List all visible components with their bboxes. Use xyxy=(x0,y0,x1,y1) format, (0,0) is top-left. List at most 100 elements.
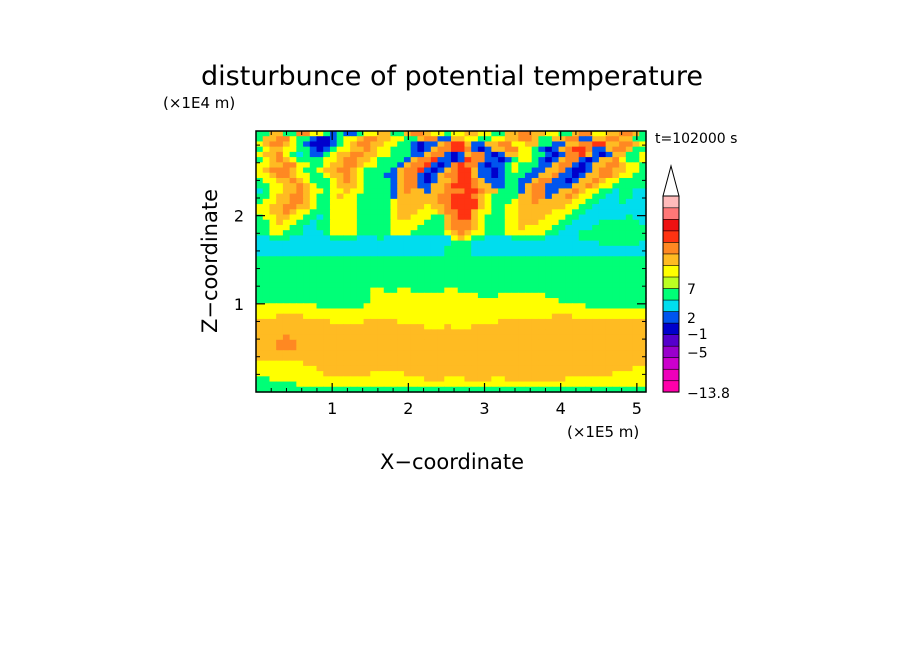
field-cell xyxy=(403,131,412,137)
field-cell xyxy=(578,219,587,226)
field-cell xyxy=(289,324,297,330)
field-cell xyxy=(424,204,432,210)
field-cell xyxy=(491,282,499,289)
field-cell xyxy=(572,162,580,169)
field-cell xyxy=(457,209,466,216)
field-cell xyxy=(323,365,331,372)
field-cell xyxy=(598,209,607,216)
field-cell xyxy=(504,167,513,174)
field-cell xyxy=(377,371,385,377)
field-cell xyxy=(592,256,600,263)
field-cell xyxy=(262,245,271,252)
field-cell xyxy=(612,167,620,174)
field-cell xyxy=(289,303,297,310)
field-cell xyxy=(390,131,398,137)
field-cell xyxy=(518,198,526,205)
field-cell xyxy=(592,386,600,393)
field-cell xyxy=(329,230,338,236)
field-cell xyxy=(336,183,345,190)
field-cell xyxy=(585,277,593,283)
field-cell xyxy=(464,251,472,257)
field-cell xyxy=(256,261,264,268)
field-cell xyxy=(397,298,405,304)
field-cell xyxy=(256,360,264,367)
field-cell xyxy=(518,355,526,362)
field-cell xyxy=(397,282,405,289)
field-cell xyxy=(484,334,492,341)
field-cell xyxy=(491,324,499,330)
field-cell xyxy=(464,360,472,367)
field-cell xyxy=(605,303,613,310)
field-cell xyxy=(370,177,378,184)
field-cell xyxy=(276,381,284,388)
field-cell xyxy=(289,219,297,226)
field-cell xyxy=(343,277,351,283)
field-cell xyxy=(625,318,634,325)
field-cell xyxy=(296,198,304,205)
field-cell xyxy=(296,386,304,393)
field-cell xyxy=(518,266,526,273)
field-cell xyxy=(605,360,613,367)
field-cell xyxy=(551,381,560,388)
field-cell xyxy=(329,172,338,179)
field-cell xyxy=(558,298,566,304)
field-cell xyxy=(390,381,398,388)
field-cell xyxy=(430,183,439,190)
field-cell xyxy=(632,277,640,283)
field-cell xyxy=(531,271,540,278)
field-cell xyxy=(424,282,432,289)
field-cell xyxy=(437,251,445,257)
field-cell xyxy=(430,204,439,210)
field-cell xyxy=(524,224,533,231)
field-cell xyxy=(592,292,600,299)
field-cell xyxy=(491,245,499,252)
field-cell xyxy=(329,188,338,195)
field-cell xyxy=(336,308,345,315)
field-cell xyxy=(363,214,371,221)
field-cell xyxy=(598,339,607,346)
field-cell xyxy=(619,245,627,252)
field-cell xyxy=(572,251,580,257)
field-cell xyxy=(464,219,472,226)
field-cell xyxy=(578,198,587,205)
field-cell xyxy=(457,162,466,169)
field-cell xyxy=(504,277,513,283)
field-cell xyxy=(477,204,486,210)
field-cell xyxy=(323,334,331,341)
field-cell xyxy=(551,136,560,143)
field-cell xyxy=(390,136,398,143)
field-cell xyxy=(538,298,546,304)
colorbar-swatch xyxy=(662,357,680,370)
field-cell xyxy=(323,214,331,221)
field-cell xyxy=(612,151,620,158)
field-cell xyxy=(498,214,506,221)
field-cell xyxy=(632,209,640,216)
field-cell xyxy=(592,371,600,377)
field-cell xyxy=(511,214,519,221)
field-cell xyxy=(437,313,445,320)
field-cell xyxy=(598,188,607,195)
field-cell xyxy=(390,193,398,200)
field-cell xyxy=(531,386,540,393)
field-cell xyxy=(524,376,533,383)
field-cell xyxy=(504,157,513,163)
field-cell xyxy=(551,271,560,278)
field-cell xyxy=(309,287,318,294)
field-cell xyxy=(558,157,566,163)
field-cell xyxy=(471,261,479,268)
field-cell xyxy=(410,282,418,289)
field-cell xyxy=(363,355,371,362)
field-cell xyxy=(491,136,499,143)
field-cell xyxy=(256,256,264,263)
field-cell xyxy=(397,360,405,367)
field-cell xyxy=(491,214,499,221)
field-cell xyxy=(551,245,560,252)
field-cell xyxy=(585,214,593,221)
field-cell xyxy=(504,131,513,137)
field-cell xyxy=(511,334,519,341)
field-cell xyxy=(504,245,513,252)
field-cell xyxy=(303,345,311,351)
field-cell xyxy=(625,251,634,257)
field-cell xyxy=(612,360,620,367)
field-cell xyxy=(377,271,385,278)
